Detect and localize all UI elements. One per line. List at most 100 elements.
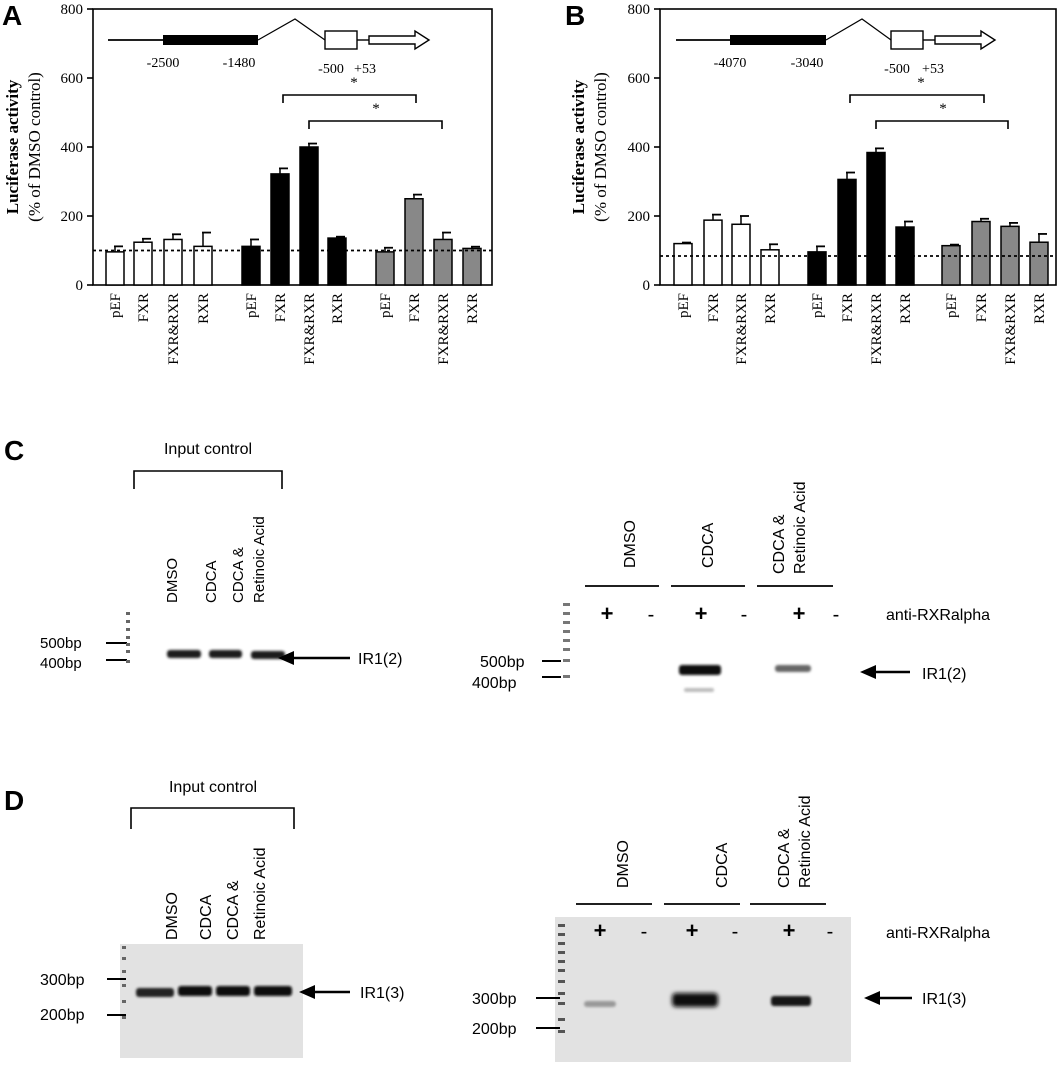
y-tick-label: 0 [76, 278, 84, 294]
bar [673, 242, 693, 286]
significance-bracket [282, 94, 417, 103]
bar [375, 251, 395, 286]
lane-label-cdca: CDCA [203, 560, 220, 603]
arrow-icon [299, 985, 315, 999]
marker-label-400: 400bp [40, 655, 82, 672]
marker-label-200: 200bp [472, 1021, 517, 1038]
gel-c-right: DMSO CDCA CDCA & Retinoic Acid + - + - +… [472, 482, 990, 692]
x-tick-label: FXR&RXR [302, 293, 318, 365]
x-tick-label: pEF [944, 293, 960, 318]
construct-thick-region [730, 35, 826, 45]
construct-position-label: -1480 [223, 56, 256, 71]
ladder [563, 603, 570, 678]
bar [837, 178, 857, 286]
panel-letter-d: D [4, 785, 24, 816]
arrow-icon [860, 665, 876, 679]
ladder [558, 924, 565, 1033]
x-tick-label: RXR [330, 293, 346, 324]
minus-sign: - [732, 921, 739, 943]
construct-position-label: -500 [318, 62, 344, 77]
chart-a: 0 200 400 600 800 Luciferase activity (% of DM… [3, 2, 493, 365]
significance-star: * [939, 101, 947, 117]
x-tick-label: RXR [1032, 293, 1048, 324]
gel-c-left: Input control DMSO CDCA CDCA & Retinoic … [40, 441, 402, 672]
construct-splice [825, 18, 892, 41]
x-tick-label: FXR [136, 293, 152, 322]
gel-band [167, 650, 201, 658]
band-label-ir1-3: IR1(3) [360, 985, 404, 1002]
construct-thick-region [163, 35, 258, 45]
band-label-ir1-2: IR1(2) [922, 666, 966, 683]
x-tick-label: FXR&RXR [734, 293, 750, 365]
minus-sign: - [648, 604, 655, 626]
gel-band [209, 650, 242, 658]
ladder [122, 946, 126, 1019]
gel-band [216, 986, 250, 996]
construct-position-label: -500 [884, 62, 910, 77]
gel-background [555, 917, 851, 1062]
marker-label-400: 400bp [472, 675, 517, 692]
plus-sign: + [686, 918, 699, 943]
bar [433, 238, 453, 286]
gel-band [679, 665, 721, 675]
lane-label-cdca-ra-1: CDCA & [771, 514, 788, 574]
bar [807, 251, 827, 286]
x-tick-label: FXR [974, 293, 990, 322]
plus-sign: + [783, 918, 796, 943]
construct-position-label: +53 [922, 62, 944, 77]
y-tick-label: 400 [61, 140, 84, 156]
y-tick-label: 600 [61, 71, 84, 87]
bar [163, 238, 183, 286]
gel-band [251, 651, 285, 659]
y-axis-label: Luciferase activity [569, 79, 588, 214]
chart-b: 0 200 400 600 800 Luciferase activity (% of DM… [569, 2, 1057, 365]
plus-sign: + [601, 601, 614, 626]
significance-star: * [350, 75, 358, 91]
y-tick-label: 200 [628, 209, 651, 225]
gel-band-faint [584, 1001, 616, 1007]
x-tick-label: FXR&RXR [166, 293, 182, 365]
minus-sign: - [741, 604, 748, 626]
gel-band [178, 986, 212, 996]
gel-background [120, 944, 303, 1058]
band-label-ir1-2: IR1(2) [358, 651, 402, 668]
construct-position-label: -2500 [147, 56, 180, 71]
marker-label-200: 200bp [40, 1007, 85, 1024]
x-tick-label: pEF [810, 293, 826, 318]
x-tick-label: pEF [244, 293, 260, 318]
minus-sign: - [641, 921, 648, 943]
x-tick-label: pEF [676, 293, 692, 318]
construct-exon-box [890, 30, 924, 50]
gel-band [672, 993, 718, 1007]
construct-position-label: -4070 [714, 56, 747, 71]
input-control-bracket [133, 470, 283, 489]
bar [941, 244, 961, 286]
y-tick-label: 800 [61, 2, 84, 18]
x-tick-label: pEF [378, 293, 394, 318]
marker-label-300: 300bp [40, 972, 85, 989]
ladder [126, 612, 130, 663]
gel-d-left: Input control DMSO CDCA CDCA & Retinoic … [40, 779, 404, 1058]
lane-label-cdca: CDCA [198, 894, 215, 940]
arrow-icon [278, 651, 294, 665]
bar [731, 223, 751, 286]
lane-label-cdca-ra-2: Retinoic Acid [252, 848, 269, 941]
x-tick-label: RXR [898, 293, 914, 324]
minus-sign: - [827, 921, 834, 943]
x-tick-label: FXR [706, 293, 722, 322]
plus-sign: + [793, 601, 806, 626]
marker-label-300: 300bp [472, 991, 517, 1008]
gel-band [254, 986, 292, 996]
panel-letter-b: B [565, 0, 585, 31]
bar [1029, 241, 1049, 286]
lane-label-cdca-ra-2: Retinoic Acid [792, 482, 809, 575]
x-tick-label: FXR [273, 293, 289, 322]
y-tick-label: 600 [628, 71, 651, 87]
y-tick-label: 0 [643, 278, 651, 294]
bar [299, 146, 319, 286]
y-tick-label: 800 [628, 2, 651, 18]
y-axis-label-sub: (% of DMSO control) [25, 72, 44, 222]
minus-sign: - [833, 604, 840, 626]
bar [703, 219, 723, 286]
